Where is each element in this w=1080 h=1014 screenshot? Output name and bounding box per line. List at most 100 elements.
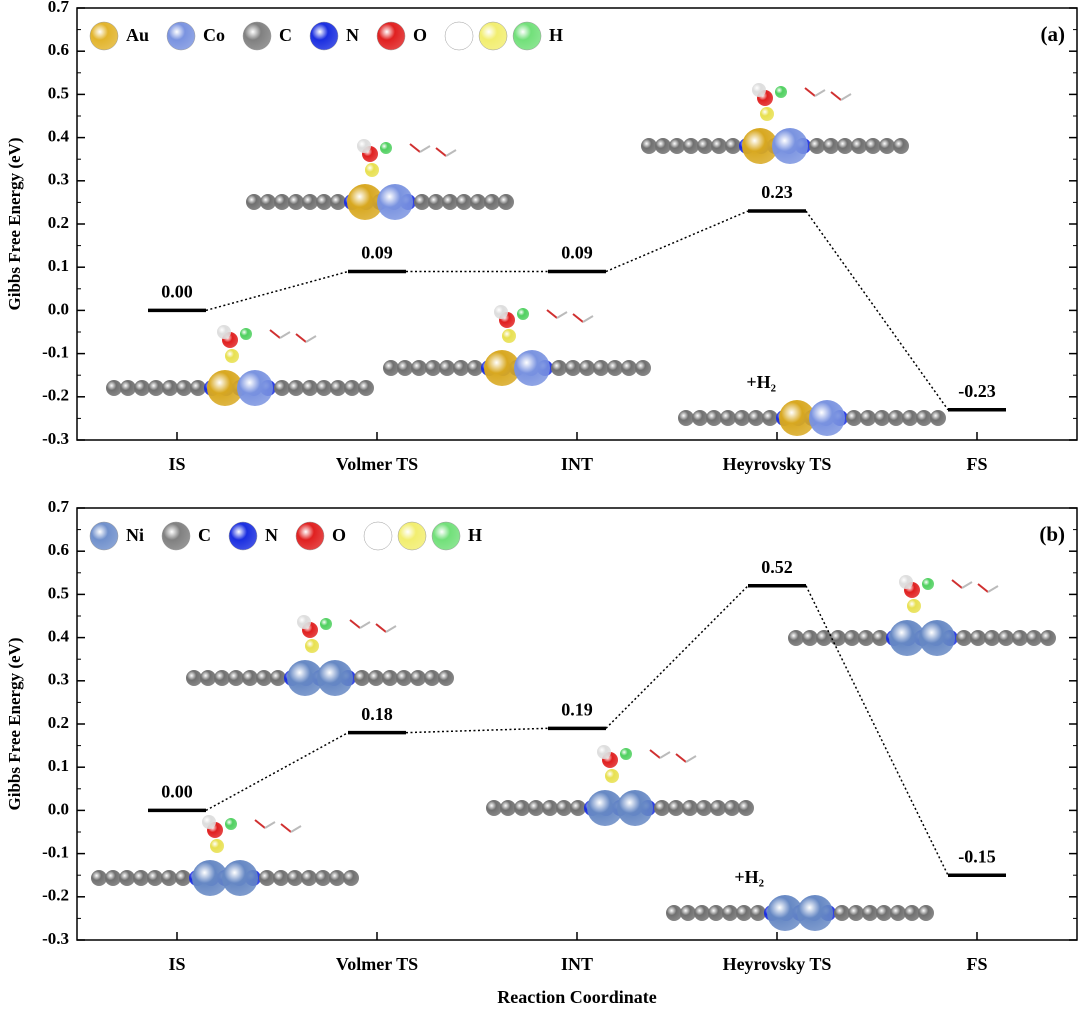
connector — [205, 731, 349, 812]
legend-label: Ni — [126, 525, 144, 545]
panel-label: (b) — [1039, 522, 1065, 546]
atom — [316, 380, 332, 396]
atom — [358, 380, 374, 396]
water-bond — [977, 583, 989, 593]
atom — [428, 194, 444, 210]
atom — [918, 905, 934, 921]
water-bond — [659, 751, 671, 759]
y-tick-label: 0.6 — [48, 540, 69, 559]
metal-atom — [377, 184, 413, 220]
atom — [214, 670, 230, 686]
atom — [570, 800, 586, 816]
panel-label: (a) — [1041, 22, 1066, 46]
atom — [202, 815, 216, 829]
connector — [205, 270, 349, 312]
atom — [607, 360, 623, 376]
y-tick-label: -0.1 — [42, 843, 69, 862]
water-bond — [814, 89, 826, 97]
y-tick-label: 0.7 — [48, 497, 70, 516]
y-tick-label: -0.1 — [42, 343, 69, 362]
y-tick-label: 0.0 — [48, 799, 69, 818]
x-tick-label: FS — [966, 954, 987, 974]
atom — [565, 360, 581, 376]
legend-swatch — [166, 21, 196, 51]
atom — [119, 870, 135, 886]
atom — [916, 410, 932, 426]
atom — [748, 410, 764, 426]
atom — [302, 380, 318, 396]
atom — [301, 870, 317, 886]
atom — [498, 194, 514, 210]
atom — [683, 138, 699, 154]
metal-atom — [809, 400, 845, 436]
legend-swatch — [478, 21, 508, 51]
atom — [879, 138, 895, 154]
metal-atom — [222, 860, 258, 896]
atom — [904, 905, 920, 921]
atom — [162, 380, 178, 396]
atom — [256, 670, 272, 686]
water-bond — [840, 93, 852, 101]
water-bond — [675, 753, 687, 763]
x-tick-label: IS — [168, 454, 185, 474]
atom — [752, 83, 766, 97]
atom — [225, 349, 239, 363]
atom — [724, 800, 740, 816]
atom — [456, 194, 472, 210]
x-tick-label: IS — [168, 954, 185, 974]
y-tick-label: -0.3 — [42, 929, 69, 948]
water-bond — [409, 143, 421, 153]
legend-swatch — [242, 21, 272, 51]
atom — [242, 670, 258, 686]
atom — [998, 630, 1014, 646]
y-tick-label: 0.1 — [48, 756, 69, 775]
connector — [605, 585, 749, 729]
legend-swatch — [228, 521, 258, 551]
value-label: -0.23 — [958, 381, 996, 401]
connector — [605, 210, 749, 273]
atom — [720, 410, 736, 426]
atom — [514, 800, 530, 816]
atom — [200, 670, 216, 686]
metal-atom — [237, 370, 273, 406]
y-tick-label: 0.3 — [48, 670, 69, 689]
water-bond — [254, 819, 266, 829]
atom — [320, 618, 332, 630]
atom — [500, 800, 516, 816]
atom — [678, 410, 694, 426]
atom — [1040, 630, 1056, 646]
water-bond — [572, 313, 584, 323]
atom — [834, 905, 850, 921]
water-bond — [951, 579, 963, 589]
legend-swatch — [295, 521, 325, 551]
atom — [788, 630, 804, 646]
atom — [470, 194, 486, 210]
atom — [738, 800, 754, 816]
atom — [288, 194, 304, 210]
atom — [760, 107, 774, 121]
atom — [410, 670, 426, 686]
legend-label: N — [265, 525, 278, 545]
y-axis-label: Gibbs Free Energy (eV) — [5, 638, 24, 811]
atom — [734, 410, 750, 426]
atom — [851, 138, 867, 154]
legend-label: O — [332, 525, 346, 545]
atom — [330, 194, 346, 210]
x-tick-label: Heyrovsky TS — [723, 454, 832, 474]
y-tick-label: 0.4 — [48, 127, 70, 146]
y-tick-label: -0.3 — [42, 429, 69, 448]
x-tick-label: Volmer TS — [336, 454, 418, 474]
legend-label: O — [413, 25, 427, 45]
water-bond — [290, 825, 302, 833]
atom — [357, 139, 371, 153]
metal-atom — [347, 184, 383, 220]
y-tick-label: 0.5 — [48, 583, 69, 602]
atom — [382, 670, 398, 686]
metal-atom — [617, 790, 653, 826]
y-tick-label: 0.2 — [48, 713, 69, 732]
atom — [287, 870, 303, 886]
atom — [876, 905, 892, 921]
atom — [329, 870, 345, 886]
y-tick-label: 0.7 — [48, 0, 70, 16]
atom — [860, 410, 876, 426]
